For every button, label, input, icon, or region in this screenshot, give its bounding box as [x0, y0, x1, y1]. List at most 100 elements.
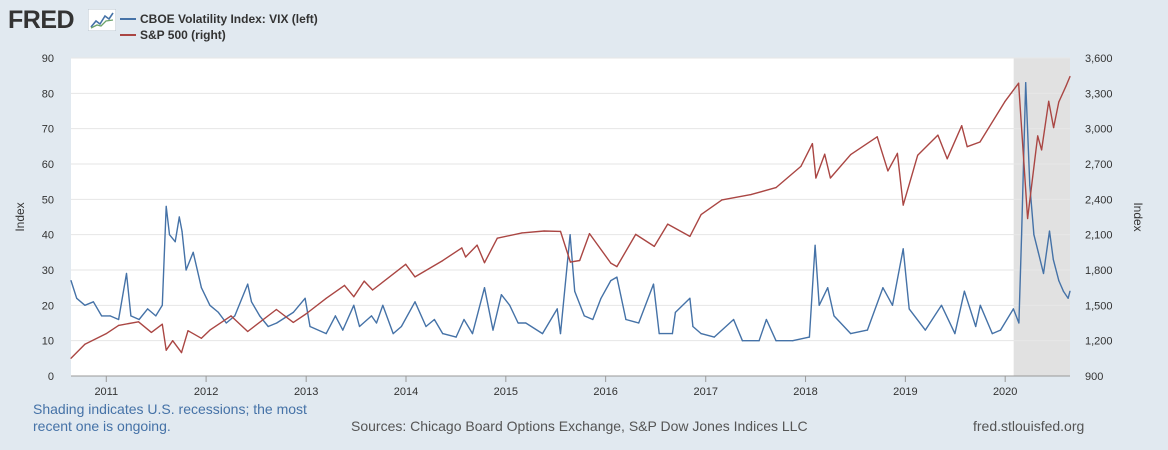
vix-point-84	[818, 304, 820, 306]
sp500-series	[70, 75, 1071, 359]
fred-logo[interactable]: FRED	[8, 6, 75, 34]
vix-point-100	[999, 329, 1002, 331]
x-tick-label-2019: 2019	[893, 386, 917, 398]
sp500-point-40	[653, 245, 655, 247]
gridlines	[71, 57, 1070, 342]
vix-point-90	[891, 304, 894, 306]
legend-label-vix: CBOE Volatility Index: VIX (left)	[140, 12, 318, 26]
vix-point-74	[700, 333, 702, 335]
legend-swatch-vix	[120, 17, 136, 20]
right-tick-label-1500: 1,500	[1085, 300, 1113, 312]
sp500-point-21	[363, 280, 365, 282]
sources-note: Sources: Chicago Board Options Exchange,…	[351, 418, 808, 434]
right-tick-label-3000: 3,000	[1085, 124, 1113, 136]
x-tick-label-2016: 2016	[593, 386, 617, 398]
vix-point-55	[525, 322, 527, 324]
sp500-point-64	[1018, 82, 1020, 84]
sp500-point-3	[118, 324, 120, 326]
vix-point-97	[975, 325, 977, 328]
left-tick-label-70: 70	[42, 124, 54, 136]
left-tick-label-40: 40	[42, 230, 54, 242]
vix-point-50	[483, 287, 486, 289]
sp500-point-49	[815, 177, 817, 179]
right-tick-label-1800: 1,800	[1085, 265, 1113, 277]
left-axis-label: Index	[13, 202, 27, 231]
left-tick-label-20: 20	[42, 300, 54, 312]
vix-point-15	[174, 241, 176, 243]
plot-area	[71, 58, 1070, 376]
sp500-point-18	[325, 297, 327, 299]
vix-point-82	[808, 336, 811, 338]
vix-point-72	[689, 297, 691, 299]
vix-point-112	[1062, 290, 1064, 292]
vix-point-0	[70, 280, 72, 282]
vix-point-64	[610, 280, 612, 282]
vix-point-59	[569, 234, 571, 236]
sp500-point-28	[476, 244, 478, 246]
sp500-point-24	[414, 276, 416, 278]
sp500-point-14	[247, 330, 249, 333]
sp500-point-22	[372, 289, 374, 291]
vix-point-110	[1052, 258, 1054, 260]
sp500-point-33	[559, 230, 562, 232]
vix-point-37	[358, 325, 361, 328]
vix-point-88	[866, 329, 869, 331]
vix-point-25	[247, 283, 249, 285]
vix-point-87	[850, 333, 852, 335]
sp500-point-51	[829, 177, 832, 179]
vix-point-35	[342, 329, 344, 331]
vix-point-33	[325, 333, 327, 335]
vix-point-20	[200, 287, 202, 289]
sp500-point-56	[902, 204, 904, 206]
vix-point-17	[181, 230, 183, 232]
vix-point-89	[882, 287, 884, 289]
vix-point-57	[556, 308, 558, 310]
vix-point-2	[84, 304, 86, 306]
sp500-point-17	[305, 313, 307, 315]
sp500-point-5	[150, 331, 152, 333]
vix-point-12	[161, 304, 163, 306]
sp500-point-69	[1053, 127, 1055, 129]
vix-point-42	[400, 325, 402, 328]
vix-point-45	[433, 318, 435, 321]
vix-point-63	[600, 297, 602, 299]
vix-point-16	[178, 216, 180, 218]
sp500-point-12	[209, 329, 211, 331]
vix-point-23	[225, 322, 227, 324]
sp500-point-9	[180, 352, 183, 354]
sp500-point-65	[1027, 217, 1029, 220]
vix-point-80	[775, 340, 777, 342]
vix-point-41	[392, 333, 394, 335]
sp500-point-63	[1004, 101, 1006, 103]
vix-point-39	[375, 322, 378, 324]
x-tick-label-2020: 2020	[993, 386, 1017, 398]
sp500-point-36	[588, 233, 591, 235]
left-tick-label-0: 0	[48, 371, 54, 383]
vix-point-31	[304, 297, 306, 299]
sp500-point-66	[1037, 135, 1039, 137]
vix-point-107	[1037, 251, 1039, 253]
legend-item-sp500[interactable]: S&P 500 (right)	[120, 28, 226, 42]
vix-point-114	[1069, 290, 1071, 292]
legend-item-vix[interactable]: CBOE Volatility Index: VIX (left)	[120, 12, 318, 26]
vix-point-79	[765, 318, 768, 321]
vix-point-86	[833, 315, 835, 317]
sp500-point-55	[896, 152, 899, 154]
sp500-point-44	[721, 199, 723, 201]
vix-point-28	[267, 325, 269, 328]
x-tick-label-2015: 2015	[494, 386, 518, 398]
sp500-point-13	[230, 315, 232, 317]
vix-point-94	[940, 304, 943, 306]
sp500-point-6	[161, 323, 163, 325]
vix-point-67	[638, 322, 640, 324]
site-link[interactable]: fred.stlouisfed.org	[973, 418, 1085, 434]
sp500-point-26	[461, 247, 463, 249]
recession-shading-note-line1: Shading indicates U.S. recessions; the m…	[33, 401, 307, 417]
vix-point-65	[616, 276, 618, 278]
vix-point-85	[827, 287, 829, 289]
vix-point-92	[908, 308, 910, 310]
left-tick-label-10: 10	[42, 336, 54, 348]
x-tick-label-2011: 2011	[94, 386, 118, 398]
vix-point-34	[334, 315, 336, 317]
vix-point-8	[130, 315, 132, 317]
